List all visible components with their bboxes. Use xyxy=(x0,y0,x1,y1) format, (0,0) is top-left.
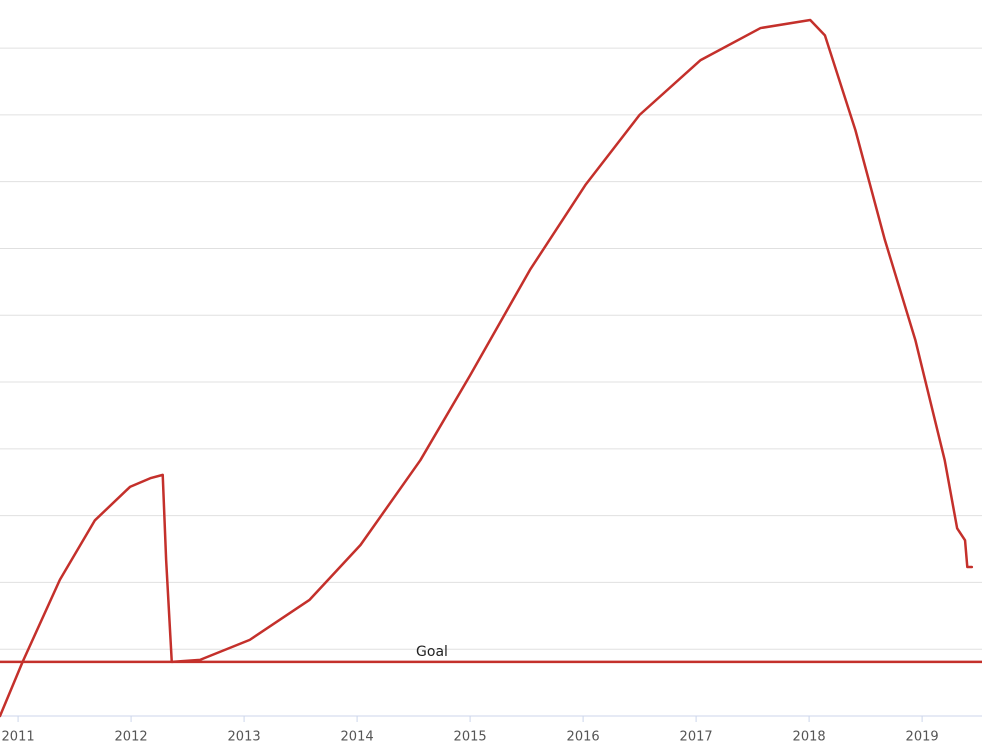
x-tick-label: 2012 xyxy=(115,730,148,745)
x-tick-label: 2014 xyxy=(341,730,374,745)
x-tick-label: 2017 xyxy=(680,730,713,745)
x-tick-label: 2013 xyxy=(228,730,261,745)
x-tick-label: 2011 xyxy=(2,730,35,745)
x-tick-label: 2019 xyxy=(906,730,939,745)
goal-label: Goal xyxy=(416,644,448,660)
x-tick-label: 2016 xyxy=(567,730,600,745)
x-tick-label: 2015 xyxy=(454,730,487,745)
data-line xyxy=(0,18,974,718)
x-tick-label: 2018 xyxy=(793,730,826,745)
